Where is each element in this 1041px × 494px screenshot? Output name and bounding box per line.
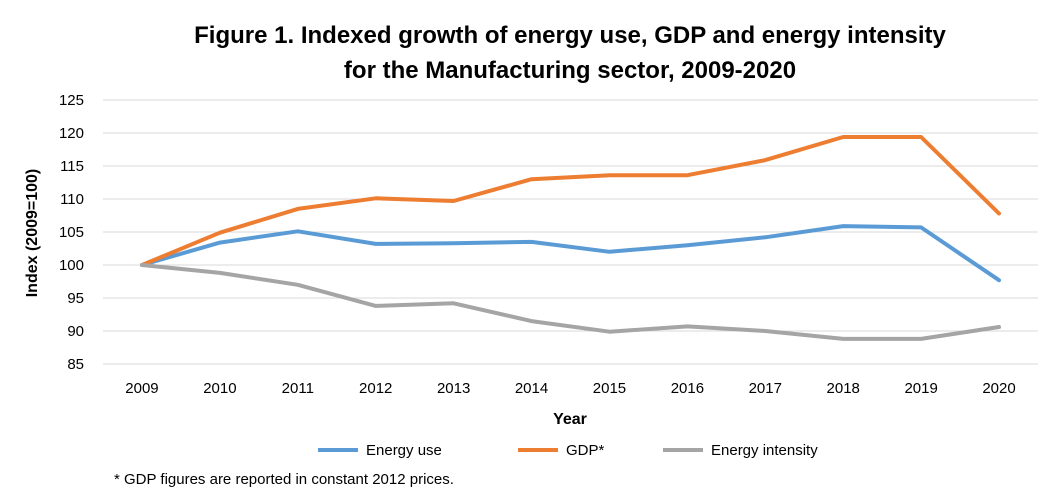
footnote: * GDP figures are reported in constant 2…: [114, 471, 454, 488]
x-tick-label: 2010: [203, 380, 236, 397]
legend: Energy use GDP* Energy intensity: [318, 442, 818, 459]
legend-item: GDP*: [518, 442, 605, 459]
series-line-energy-use: [140, 224, 1001, 283]
y-tick-label: 90: [67, 323, 84, 340]
series-lines: [140, 135, 1001, 341]
y-tick-label: 95: [67, 290, 84, 307]
legend-item: Energy intensity: [663, 442, 818, 459]
y-tick-label: 120: [59, 125, 84, 142]
legend-item: Energy use: [318, 442, 442, 459]
y-tick-label: 100: [59, 257, 84, 274]
y-tick-label: 105: [59, 224, 84, 241]
legend-label: GDP*: [566, 442, 605, 459]
x-tick-label: 2018: [827, 380, 860, 397]
x-tick-label: 2011: [282, 380, 314, 397]
x-tick-label: 2020: [982, 380, 1015, 397]
x-tick-label: 2017: [749, 380, 782, 397]
chart-title-line-1: Figure 1. Indexed growth of energy use, …: [194, 22, 946, 49]
series-line-energy-intensity: [140, 263, 1001, 341]
legend-label: Energy use: [366, 442, 442, 459]
x-axis-label: Year: [553, 411, 587, 428]
x-tick-label: 2012: [359, 380, 392, 397]
x-tick-label: 2009: [125, 380, 158, 397]
series-line-gdp: [140, 135, 1001, 267]
legend-label: Energy intensity: [711, 442, 818, 459]
y-tick-label: 85: [67, 356, 84, 373]
x-tick-label: 2019: [904, 380, 937, 397]
y-tick-label: 110: [60, 191, 84, 208]
x-tick-label: 2014: [515, 380, 548, 397]
gridlines: [103, 99, 1038, 365]
y-axis-label: Index (2009=100): [24, 169, 41, 298]
x-axis-tick-labels: 2009 2010 2011 2012 2013 2014 2015 2016 2017 2018…: [125, 380, 1015, 397]
y-tick-label: 125: [59, 92, 84, 109]
y-axis-tick-labels: 85 90 95 100 105 110 115 120 125: [59, 92, 84, 373]
y-tick-label: 115: [60, 158, 84, 175]
x-tick-label: 2015: [593, 380, 626, 397]
x-tick-label: 2016: [671, 380, 704, 397]
chart-title-line-2: for the Manufacturing sector, 2009-2020: [344, 57, 796, 84]
x-tick-label: 2013: [437, 380, 470, 397]
